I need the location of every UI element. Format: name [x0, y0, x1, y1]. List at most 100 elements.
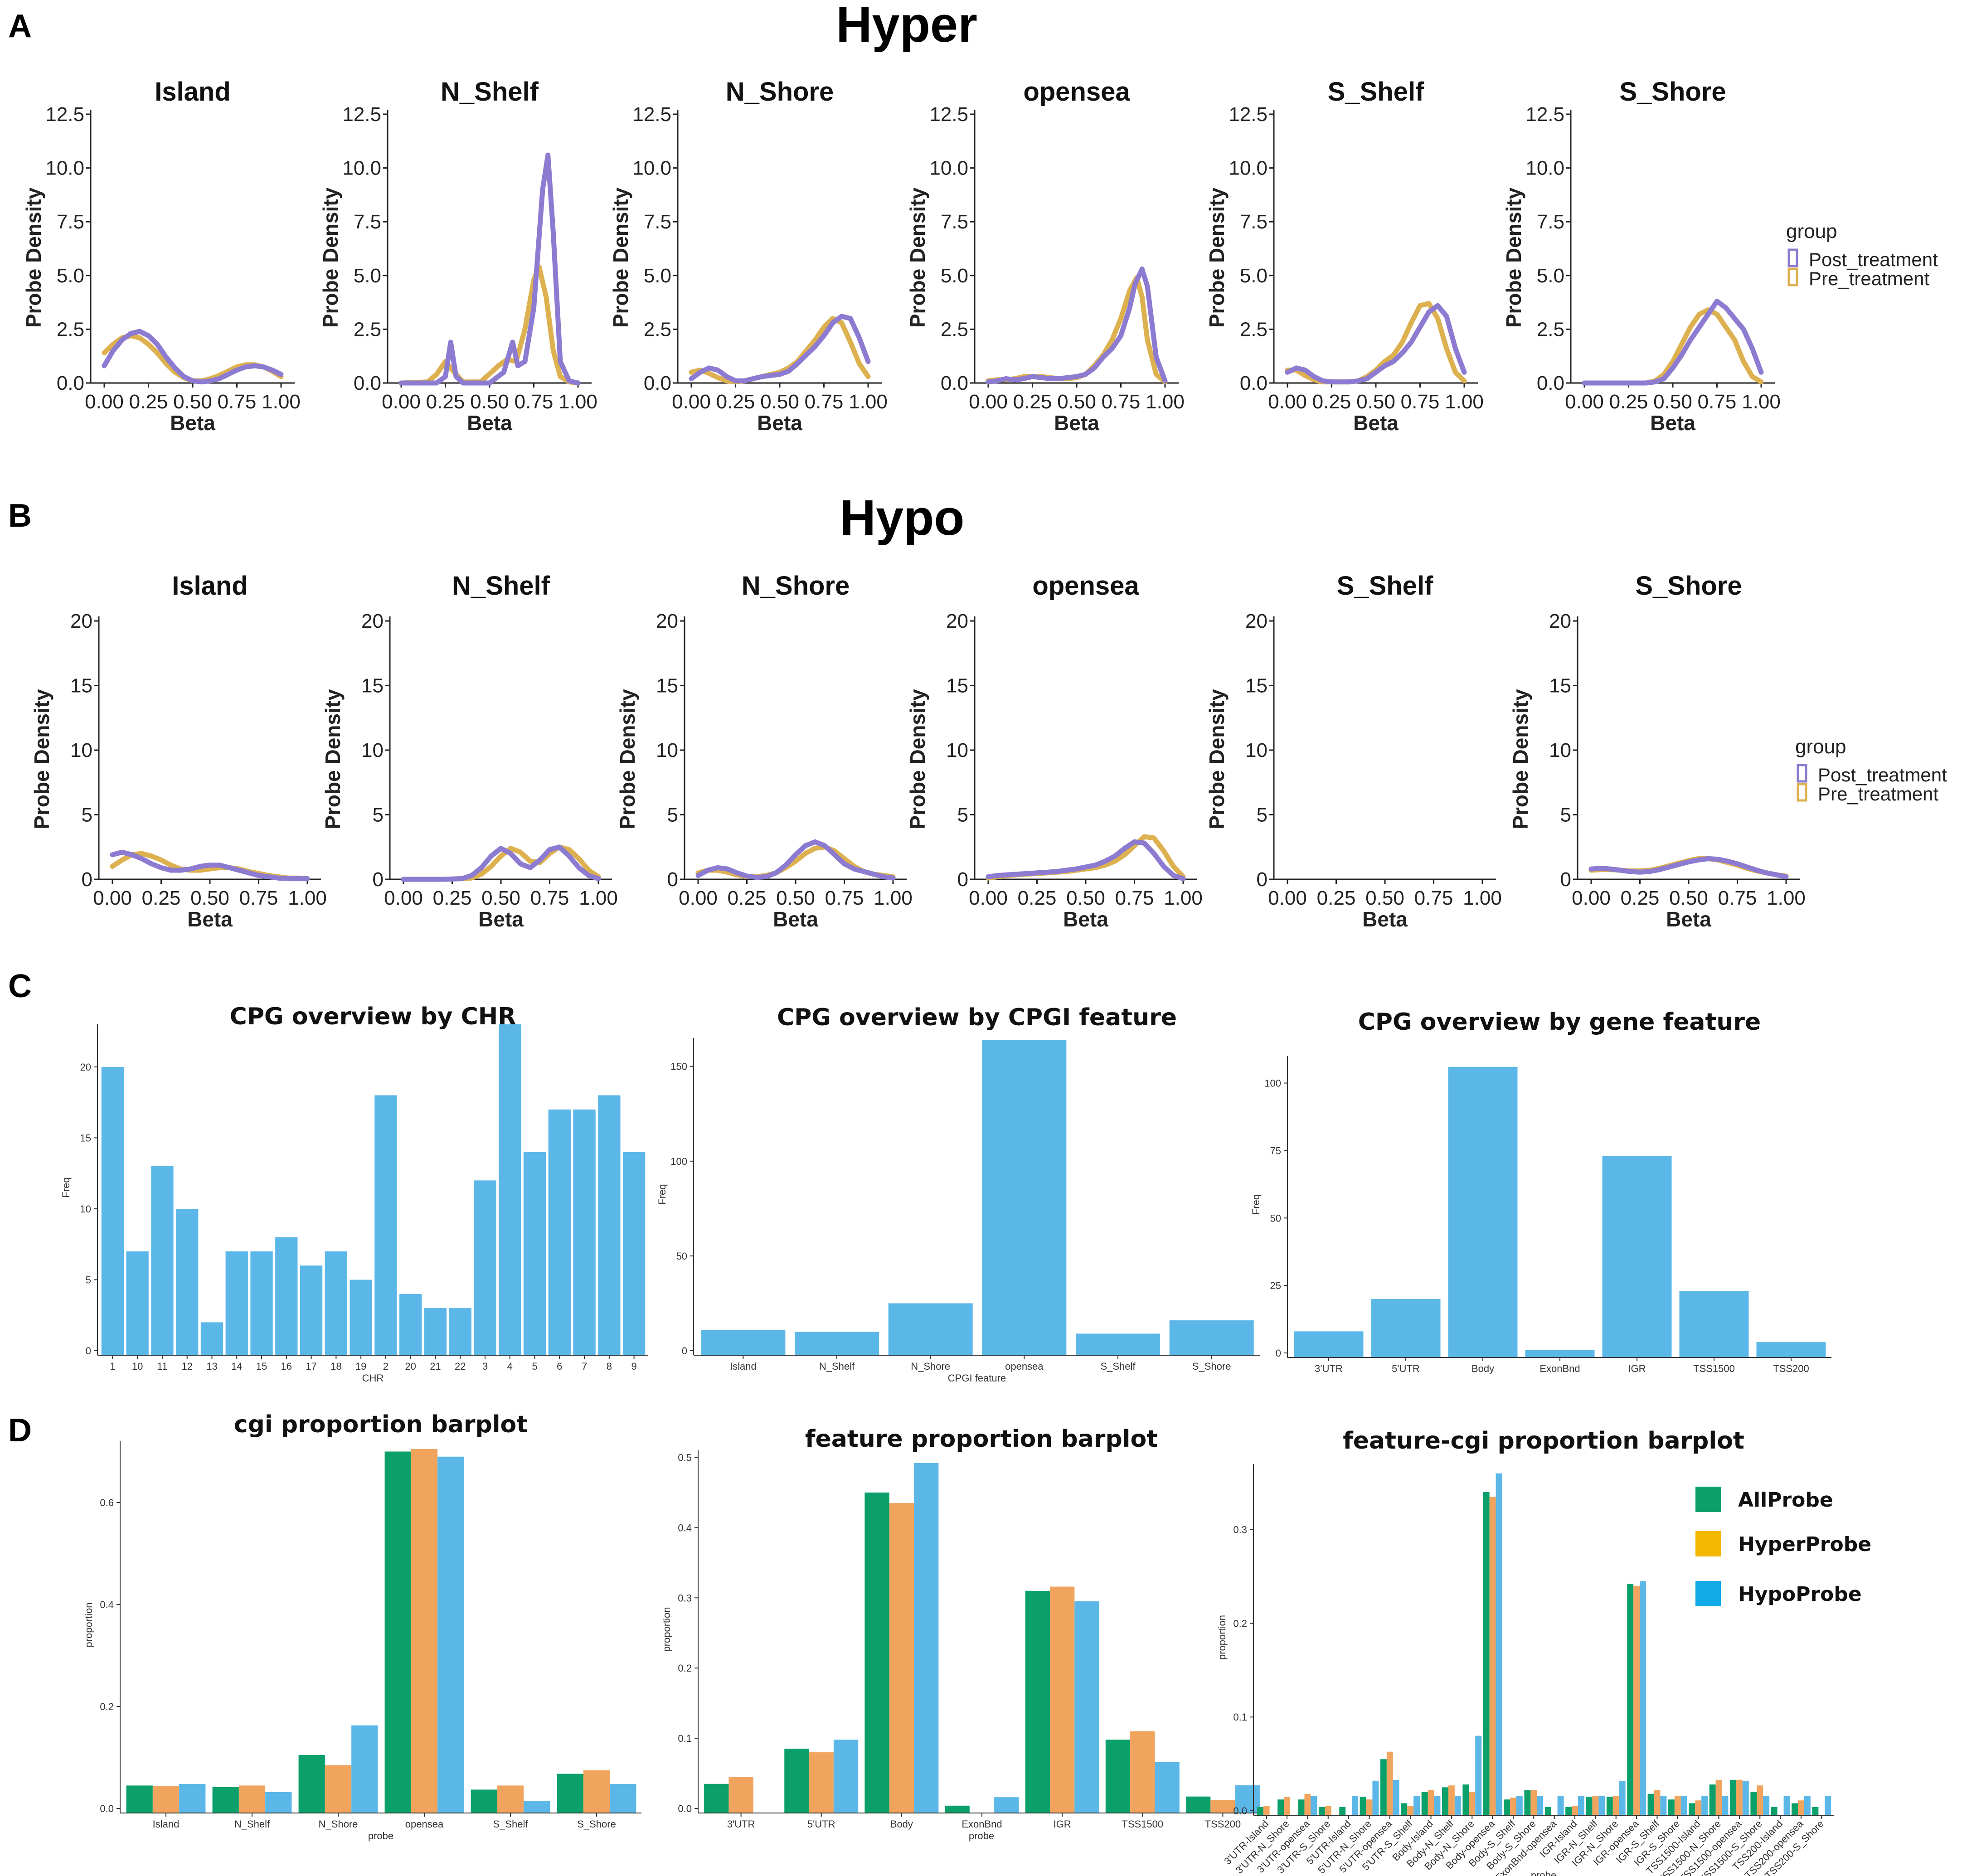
cgiProp-title: cgi proportion barplot — [234, 1411, 528, 1438]
hypoIsland-ytick-label: 15 — [70, 675, 92, 697]
hyperNShelf-xtick-label: 0.50 — [470, 391, 509, 413]
hypo-legend-post-label: Post_treatment — [1818, 764, 1947, 785]
hyperOpensea-xtick-label: 0.75 — [1102, 391, 1141, 413]
hypoNShore-xlabel: Beta — [773, 907, 818, 931]
hypoSShelf-ylabel: Probe Density — [1205, 689, 1229, 829]
hyperSShore-title: S_Shore — [1619, 77, 1726, 107]
hypoIsland-xlabel: Beta — [187, 907, 233, 931]
hyperSShelf-title: S_Shelf — [1328, 77, 1424, 107]
featureCgiProp-bar-body-island-hyperprobe — [1428, 1790, 1434, 1815]
hyperOpensea-title: opensea — [1023, 77, 1130, 107]
featureCgiProp-bar-igr-s-shelf-hypoprobe — [1660, 1795, 1667, 1815]
featureCgiProp-bar-body-s-shelf-allprobe — [1504, 1799, 1510, 1815]
cpgChr-bar-11 — [151, 1166, 174, 1355]
cgiProp-bar-island-allprobe — [126, 1785, 153, 1813]
featureCgiProp-bar-igr-opensea-hypoprobe — [1640, 1581, 1646, 1815]
cgiProp-xtick-label: S_Shore — [577, 1818, 616, 1830]
cpgChr-bar-20 — [399, 1294, 422, 1355]
hyperNShelf-xlabel: Beta — [467, 411, 512, 435]
hypoOpensea-xtick-label: 1.00 — [1164, 887, 1203, 909]
hypoSShore-xtick-label: 0.00 — [1572, 887, 1611, 909]
featureCgiProp-bar-tss200-opensea-allprobe — [1792, 1803, 1798, 1815]
hyperNShelf-ylabel: Probe Density — [319, 187, 342, 328]
featureProp-bar-tss200-hyperprobe — [1210, 1800, 1235, 1813]
featureProp-bar-igr-hypoprobe — [1074, 1601, 1099, 1813]
hypoIsland-ytick-label: 10 — [70, 739, 92, 761]
cpgChr-xtick-label: 11 — [157, 1361, 168, 1372]
hypoSShelf-ytick-label: 15 — [1245, 675, 1268, 697]
cpgChr-bar-7 — [573, 1109, 596, 1355]
cpgChr-xtick-label: 1 — [110, 1361, 115, 1372]
hypoOpensea-xtick-label: 0.25 — [1018, 887, 1057, 909]
cpgChr-bar-4 — [499, 1024, 521, 1355]
cpgChr-bar-22 — [449, 1308, 471, 1355]
hyperSShore-post-treatment-line — [1582, 299, 1764, 386]
hyperSShore-xtick-label: 0.75 — [1698, 391, 1737, 413]
hypoOpensea-title: opensea — [1032, 571, 1139, 601]
cgiProp-bar-s-shore-hyperprobe — [583, 1770, 610, 1813]
hypoOpensea-xlabel: Beta — [1063, 907, 1108, 931]
cgiProp-ytick-label: 0.0 — [100, 1803, 114, 1814]
cgiProp-ytick-label: 0.4 — [100, 1599, 114, 1610]
cgiProp-bar-n-shore-hyperprobe — [325, 1765, 352, 1813]
featureProp-bar-5-utr-hypoprobe — [833, 1740, 859, 1813]
featureCgiProp-bar-5-utr-n-shore-hypoprobe — [1372, 1780, 1379, 1815]
hypoSShelf-xtick-label: 0.00 — [1268, 887, 1307, 909]
featureCgiProp-bar-tss1500-island-allprobe — [1689, 1803, 1695, 1815]
hypoNShore-ytick-label: 0 — [667, 868, 678, 891]
hyperOpensea-ytick-label: 0.0 — [941, 372, 968, 394]
hypoNShelf-xtick-label: 1.00 — [579, 887, 618, 909]
hypoOpensea-xtick-label: 0.75 — [1115, 887, 1154, 909]
hypoIsland-title: Island — [172, 571, 248, 601]
featureCgiProp-bar-igr-n-shore-hypoprobe — [1619, 1780, 1626, 1815]
featureCgiProp-bar-tss200-island-hypoprobe — [1783, 1795, 1790, 1815]
hypoIsland-xtick-label: 0.75 — [239, 887, 278, 909]
hypoOpensea-post-treatment-line — [986, 839, 1186, 882]
featureCgiProp-bar-body-n-shelf-hypoprobe — [1454, 1795, 1461, 1815]
hyper-legend-post-label: Post_treatment — [1809, 249, 1938, 270]
hyperSShelf-ytick-label: 12.5 — [1229, 103, 1268, 126]
featureProp-title: feature proportion barplot — [805, 1425, 1158, 1453]
hypoNShore-xtick-label: 0.75 — [825, 887, 864, 909]
featureCgiProp-bar-5-utr-n-shore-allprobe — [1360, 1796, 1366, 1815]
cpgChr-xtick-label: 5 — [532, 1361, 537, 1372]
featureCgiProp-bar-tss1500-opensea-hypoprobe — [1742, 1780, 1749, 1815]
cpgChr-bar-16 — [275, 1237, 298, 1355]
featureCgiProp-bar-igr-island-hyperprobe — [1572, 1806, 1578, 1815]
hypoNShelf-ytick-label: 15 — [361, 675, 384, 697]
cpgChr-xtick-label: 2 — [383, 1361, 389, 1372]
hypoNShore-xtick-label: 0.50 — [776, 887, 815, 909]
hyperNShore-xtick-label: 0.75 — [805, 391, 844, 413]
hyperSShore-ytick-label: 7.5 — [1537, 211, 1564, 233]
featureCgiProp-bar-3-utr-s-shore-hyperprobe — [1325, 1806, 1331, 1815]
hyperOpensea-ylabel: Probe Density — [906, 187, 929, 328]
cpgChr-bar-21 — [424, 1308, 447, 1355]
hypoOpensea-ytick-label: 5 — [957, 804, 968, 826]
featureCgiProp-ylabel: proportion — [1216, 1615, 1228, 1660]
cpgChr-xtick-label: 14 — [231, 1361, 242, 1372]
featureCgiProp-bar-igr-n-shelf-hypoprobe — [1598, 1795, 1605, 1815]
featureCgiProp-bar-3-utr-island-hyperprobe — [1263, 1806, 1270, 1815]
hyperNShore-title: N_Shore — [726, 77, 834, 107]
featureProp-bar-igr-hyperprobe — [1049, 1586, 1075, 1813]
hypoNShore-xtick-label: 0.25 — [728, 887, 767, 909]
hypo-island-density-chart: Island 0 5 10 15 20 0.00 0.25 0.50 0.75 1.00 Beta Pr… — [30, 571, 327, 931]
featureCgiProp-bar-igr-s-shore-hyperprobe — [1674, 1795, 1681, 1815]
featureProp-bar-igr-allprobe — [1025, 1590, 1050, 1813]
hyperNShore-ylabel: Probe Density — [609, 187, 632, 328]
hyperSShore-xtick-label: 0.25 — [1609, 391, 1648, 413]
cpgChr-ytick-label: 5 — [86, 1274, 91, 1285]
featureCgiProp-bar-5-utr-opensea-allprobe — [1380, 1759, 1387, 1815]
featureCgiProp-bar-5-utr-s-shelf-hypoprobe — [1413, 1795, 1420, 1815]
hyperSShelf-ytick-label: 10.0 — [1229, 157, 1268, 179]
cpgChr-xtick-label: 10 — [132, 1361, 143, 1372]
featureProp-ytick-label: 0.2 — [678, 1663, 692, 1674]
hypoNShore-ytick-label: 20 — [656, 610, 678, 632]
hypoOpensea-xtick-label: 0.00 — [969, 887, 1008, 909]
featureProp-bar-body-hypoprobe — [914, 1463, 939, 1813]
hyperOpensea-post-treatment-line — [986, 267, 1168, 385]
hyperIsland-xlabel: Beta — [170, 411, 215, 435]
cpgCpgi-ytick-label: 50 — [676, 1251, 687, 1262]
featureProp-xtick-label: Body — [890, 1818, 913, 1830]
